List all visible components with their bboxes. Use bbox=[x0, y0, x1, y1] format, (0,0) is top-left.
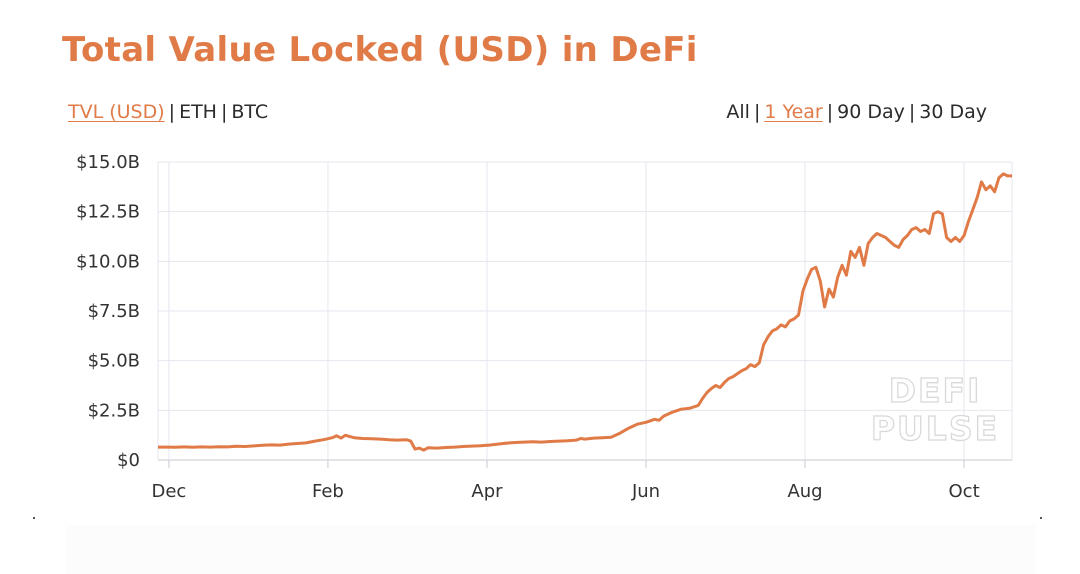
x-tick-label: Jun bbox=[631, 481, 660, 502]
y-tick-label: $7.5B bbox=[88, 301, 140, 322]
chart-gridlines bbox=[157, 161, 1013, 468]
decor-dot bbox=[1040, 517, 1042, 519]
range-option-all[interactable]: All bbox=[726, 101, 750, 123]
x-tick-label: Dec bbox=[151, 481, 186, 502]
range-option-30-day[interactable]: 30 Day bbox=[919, 101, 987, 123]
y-tick-label: $15.0B bbox=[76, 152, 140, 173]
y-tick-label: $12.5B bbox=[76, 202, 140, 223]
y-tick-label: $5.0B bbox=[88, 351, 140, 372]
y-tick-label: $0 bbox=[117, 450, 140, 471]
y-axis-ticks: $0 $2.5B $5.0B $7.5B $10.0B $12.5B $15.0B bbox=[76, 152, 140, 471]
separator: | bbox=[220, 101, 228, 123]
range-option-90-day[interactable]: 90 Day bbox=[837, 101, 905, 123]
x-tick-label: Apr bbox=[471, 481, 503, 502]
separator: | bbox=[753, 101, 761, 123]
range-toggle: All | 1 Year | 90 Day | 30 Day bbox=[726, 101, 987, 123]
separator: | bbox=[908, 101, 916, 123]
range-option-1-year[interactable]: 1 Year bbox=[764, 101, 823, 123]
separator: | bbox=[826, 101, 834, 123]
y-tick-label: $2.5B bbox=[88, 400, 140, 421]
watermark-pulse: PULSE bbox=[871, 409, 999, 448]
x-tick-label: Feb bbox=[312, 481, 344, 502]
separator: | bbox=[168, 101, 176, 123]
x-tick-label: Aug bbox=[787, 481, 822, 502]
footer-band bbox=[66, 525, 1036, 574]
page-title: Total Value Locked (USD) in DeFi bbox=[62, 30, 698, 70]
x-axis-ticks: Dec Feb Apr Jun Aug Oct bbox=[151, 481, 979, 502]
unit-option-btc[interactable]: BTC bbox=[231, 101, 269, 123]
decor-dot bbox=[33, 517, 35, 519]
x-tick-label: Oct bbox=[949, 481, 980, 502]
watermark-defi: DEFI bbox=[889, 371, 982, 410]
unit-option-eth[interactable]: ETH bbox=[179, 101, 217, 123]
tvl-line-chart: $0 $2.5B $5.0B $7.5B $10.0B $12.5B $15.0B Dec F… bbox=[76, 152, 1013, 502]
series-line-tvl bbox=[158, 172, 1012, 452]
unit-option-tvl-usd[interactable]: TVL (USD) bbox=[68, 101, 165, 123]
unit-toggle: TVL (USD) | ETH | BTC bbox=[68, 101, 268, 123]
y-tick-label: $10.0B bbox=[76, 251, 140, 272]
